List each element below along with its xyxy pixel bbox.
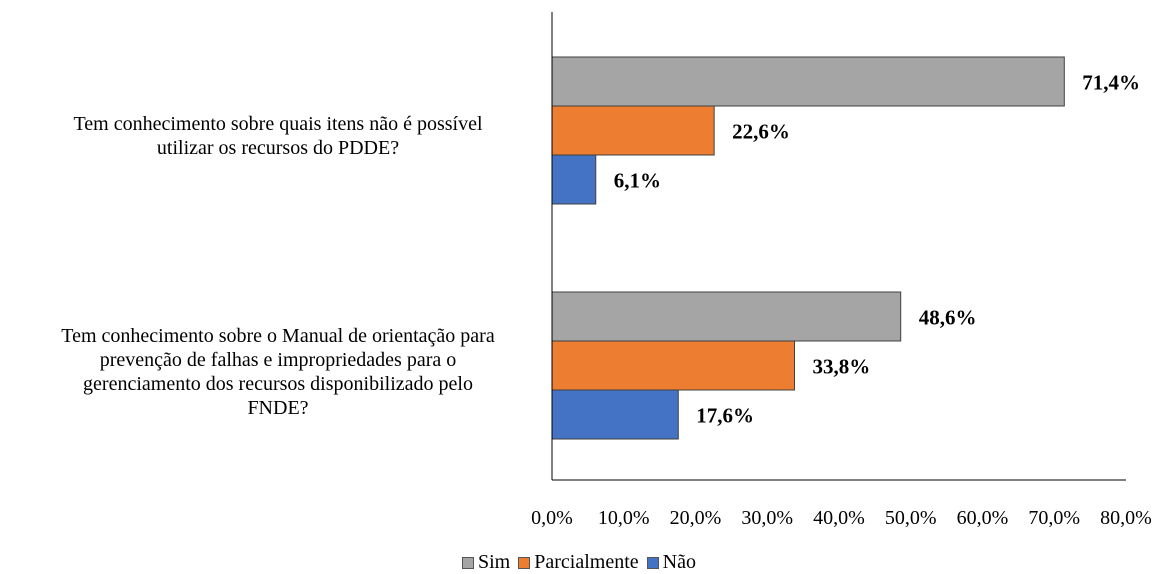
x-tick-label: 60,0% [957,507,1009,529]
category-label: Tem conhecimento sobre quais itens não é… [0,112,556,160]
category-label-line: Tem conhecimento sobre o Manual de orien… [61,325,495,347]
legend-swatch [462,556,474,569]
bar-chart: 71,4% 22,6% 6,1% 48,6% 33,8% 17,6% 0,0% 10,0% 20… [531,12,1152,529]
category-label: Tem conhecimento sobre o Manual de orien… [0,324,556,420]
x-tick-label: 0,0% [531,507,573,529]
x-tick-label: 40,0% [813,507,865,529]
x-tick-label: 80,0% [1100,507,1152,529]
legend-item-não: Não [646,551,696,574]
x-tick-label: 30,0% [741,507,793,529]
legend-label: Sim [478,551,511,573]
legend-item-sim: Sim [462,551,510,574]
data-label: 22,6% [732,120,790,144]
bar-parcialmente-2 [551,340,796,391]
x-tick-label: 20,0% [670,507,722,529]
data-label: 6,1% [614,169,661,193]
category-label-line: prevenção de falhas e impropriedades par… [99,349,457,371]
data-label: 71,4% [1082,71,1140,95]
x-tick-label: 70,0% [1028,507,1080,529]
bar-não-1 [551,154,597,205]
legend-label: Não [662,551,696,573]
bar-sim-1 [551,56,1065,107]
data-label: 48,6% [919,306,977,330]
x-tick-label: 50,0% [885,507,937,529]
data-label: 17,6% [696,404,754,428]
category-label-line: FNDE? [247,397,309,419]
bar-não-2 [551,389,679,440]
category-label-line: gerenciamento dos recursos disponibiliza… [83,373,473,395]
legend-swatch [518,556,531,569]
legend-swatch [646,556,659,569]
x-tick-label: 10,0% [598,507,650,529]
legend: Sim Parcialmente Não [0,551,1158,574]
data-label: 33,8% [813,355,871,379]
category-label-line: utilizar os recursos do PDDE? [156,137,400,159]
bar-sim-2 [551,291,902,342]
legend-item-parcialmente: Parcialmente [518,551,639,574]
bar-parcialmente-1 [551,105,715,156]
legend-label: Parcialmente [534,551,639,573]
category-label-line: Tem conhecimento sobre quais itens não é… [73,113,483,135]
